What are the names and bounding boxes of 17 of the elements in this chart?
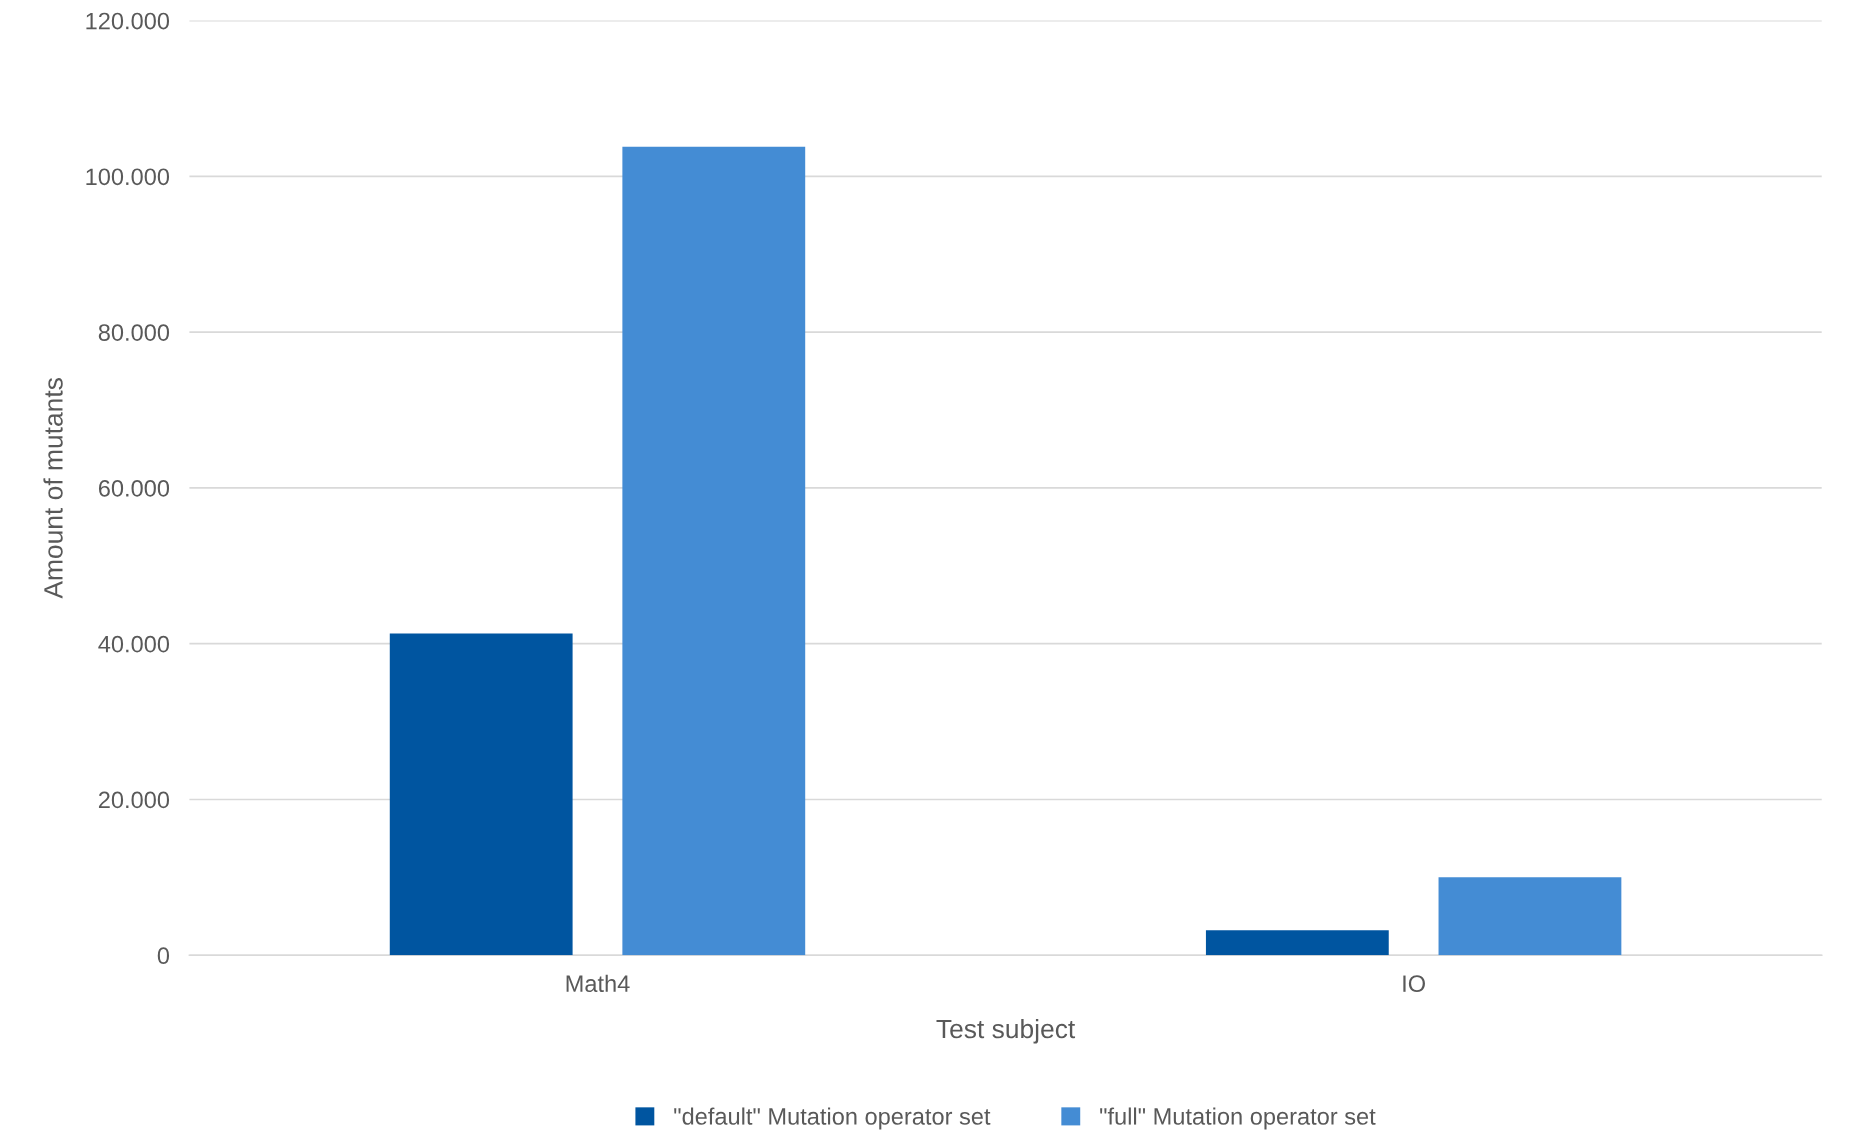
bar	[622, 146, 806, 956]
legend-label: "full" Mutation operator set	[1100, 1107, 1376, 1130]
y-tick-label: 0	[157, 947, 170, 965]
y-tick-label: 60.000	[98, 479, 170, 497]
y-tick-label: 80.000	[98, 324, 170, 341]
bar	[1205, 930, 1389, 956]
legend-label: "default" Mutation operator set	[674, 1107, 991, 1130]
x-tick-label: Math4	[566, 974, 630, 993]
y-tick-label: 120.000	[86, 12, 170, 30]
bar	[1438, 877, 1622, 956]
y-tick-label: 40.000	[98, 635, 170, 653]
y-tick-label: 100.000	[86, 168, 170, 186]
x-tick-label: IO	[1403, 975, 1425, 993]
x-axis-title: Test subject	[936, 1018, 1076, 1044]
bar	[389, 633, 573, 956]
y-axis-title: Amount of mutants	[43, 378, 63, 599]
y-tick-label: 20.000	[98, 791, 170, 809]
